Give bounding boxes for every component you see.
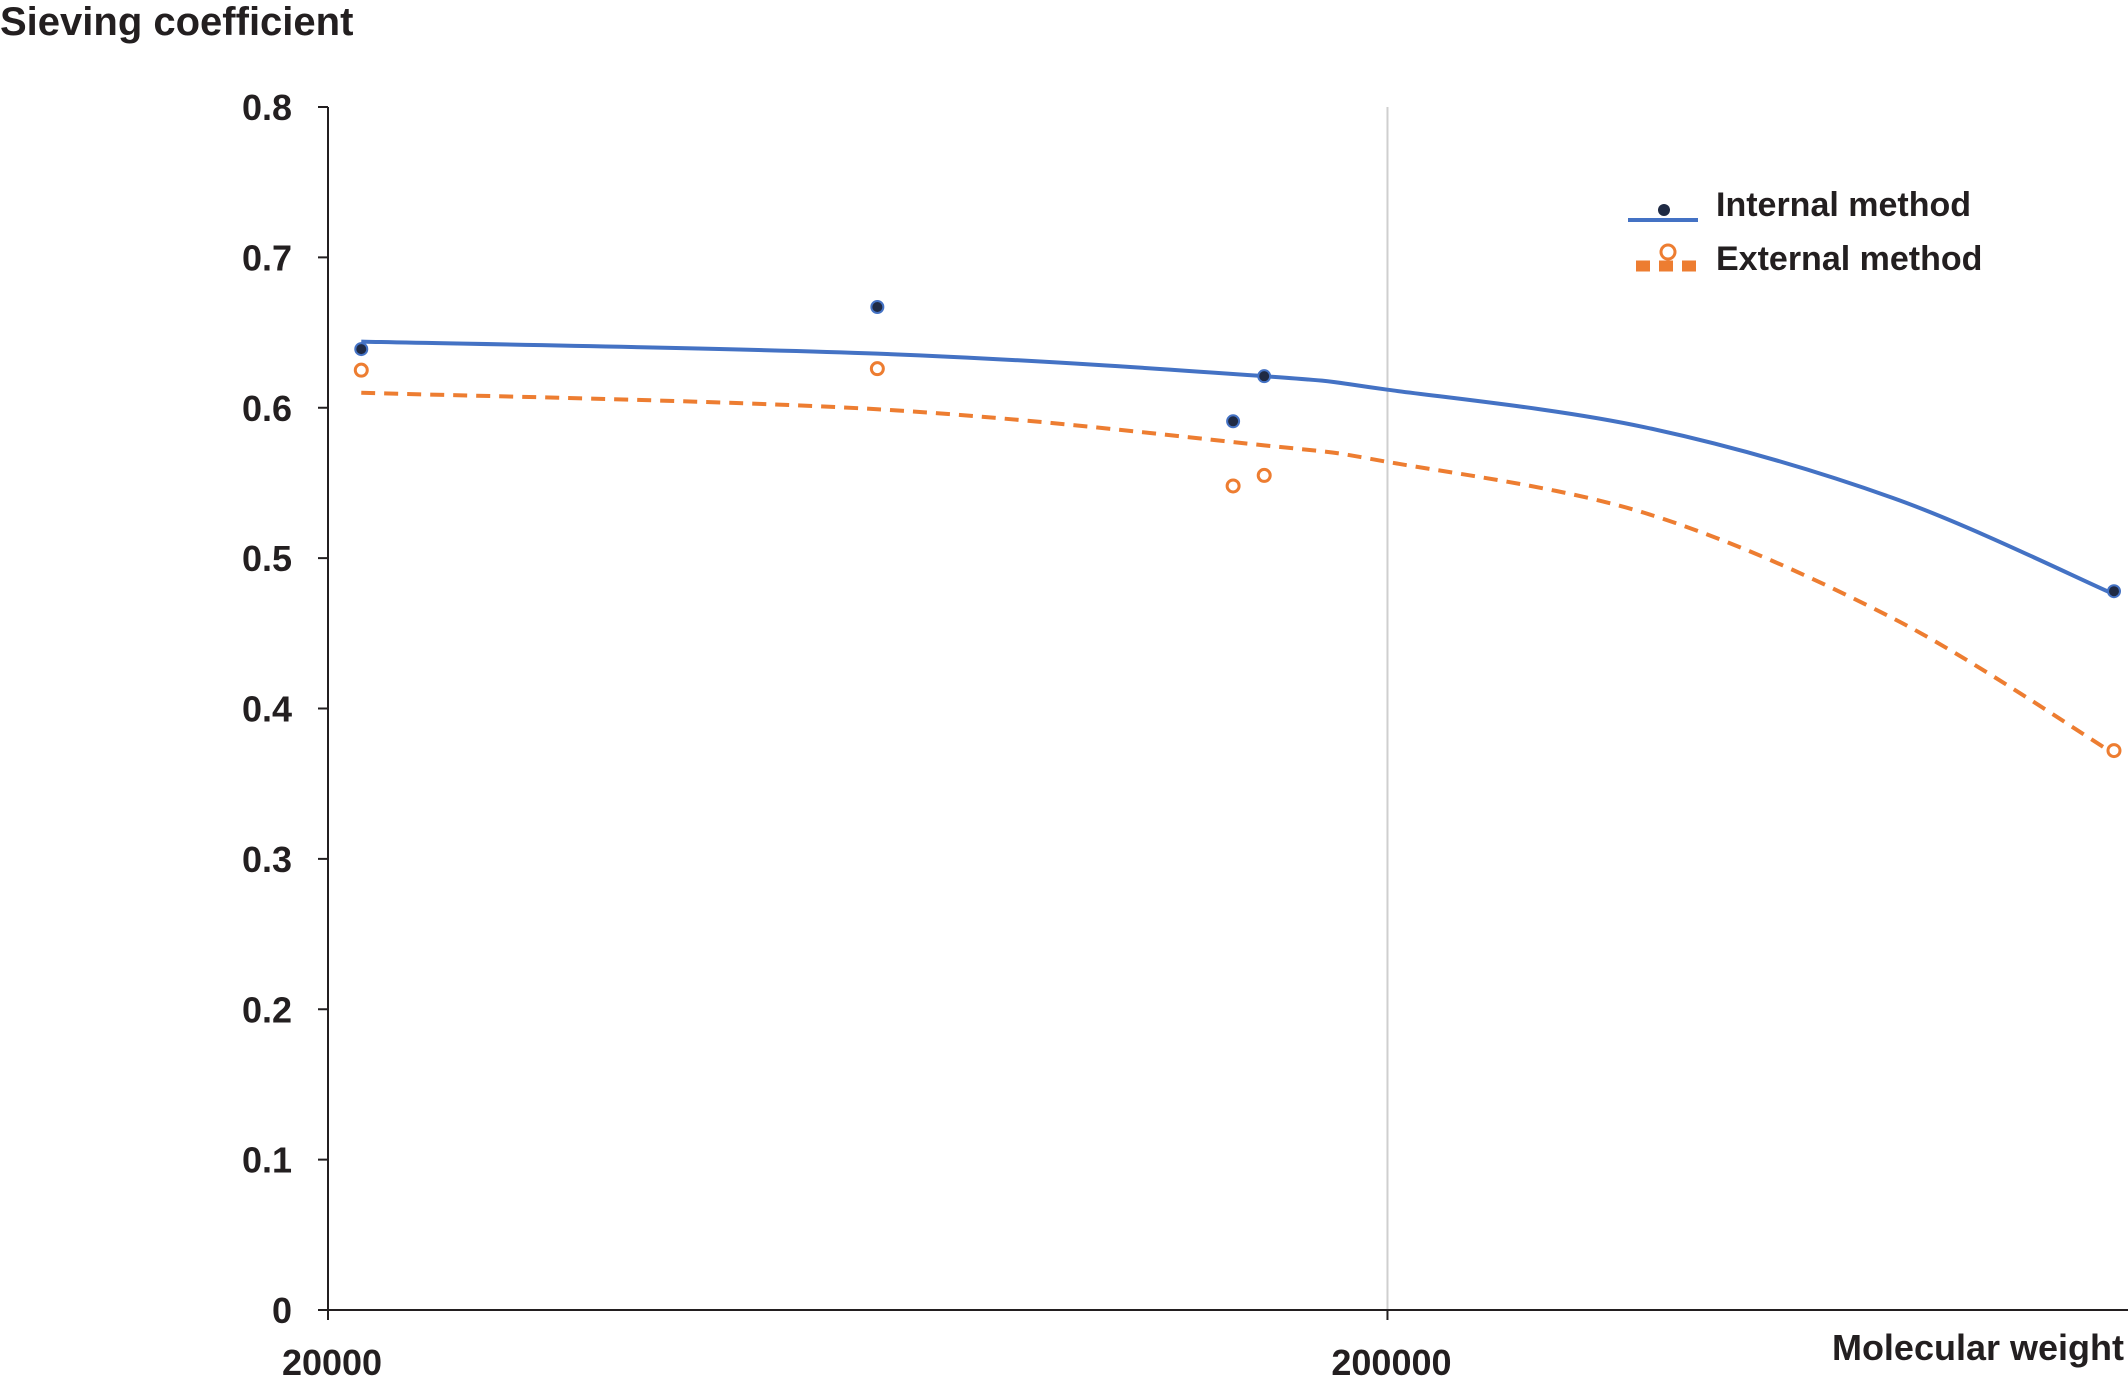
points-layer (353, 299, 2122, 759)
y-axis-title: Sieving coefficient (0, 0, 353, 44)
legend-swatch-marker (1659, 243, 1677, 261)
internal-method-data-point (354, 342, 369, 357)
legend-item-external-method: External method (1636, 240, 1982, 278)
axes-layer: 0 0.1 0.2 0.3 0.4 0.5 0.6 0.7 0.8 20000 200000 (242, 87, 2128, 1383)
internal-method-data-point (1257, 369, 1272, 384)
y-tick-label: 0.7 (242, 237, 292, 278)
trend-layer (361, 339, 2116, 756)
y-tick-label: 0.3 (242, 839, 292, 880)
internal-method-data-point (870, 299, 885, 314)
internal-method-trend-line (361, 339, 2115, 597)
y-tick-label: 0.1 (242, 1140, 292, 1181)
y-tick-label: 0.6 (242, 388, 292, 429)
legend-label: Internal method (1716, 186, 1971, 224)
external-method-trend-line (361, 390, 2116, 756)
x-axis-title: Molecular weight (1832, 1327, 2124, 1368)
external-method-data-point (1225, 478, 1241, 494)
x-tick-label: 20000 (282, 1342, 382, 1383)
external-method-data-point (2106, 743, 2122, 759)
legend: Internal method External method (1628, 186, 1982, 278)
y-tick-label: 0.8 (242, 87, 292, 128)
legend-label: External method (1716, 240, 1982, 278)
external-method-data-point (869, 361, 885, 377)
y-tick-label: 0.4 (242, 689, 292, 730)
y-tick-label: 0.5 (242, 538, 292, 579)
y-tick-label: 0 (272, 1290, 292, 1331)
external-method-data-point (1256, 467, 1272, 483)
y-tick-label: 0.2 (242, 989, 292, 1030)
legend-swatch-marker (1658, 204, 1670, 216)
external-method-data-point (353, 362, 369, 378)
legend-item-internal-method: Internal method (1628, 186, 1971, 224)
x-tick-label: 200000 (1331, 1342, 1451, 1383)
internal-method-data-point (1226, 414, 1241, 429)
internal-method-data-point (2106, 584, 2121, 599)
